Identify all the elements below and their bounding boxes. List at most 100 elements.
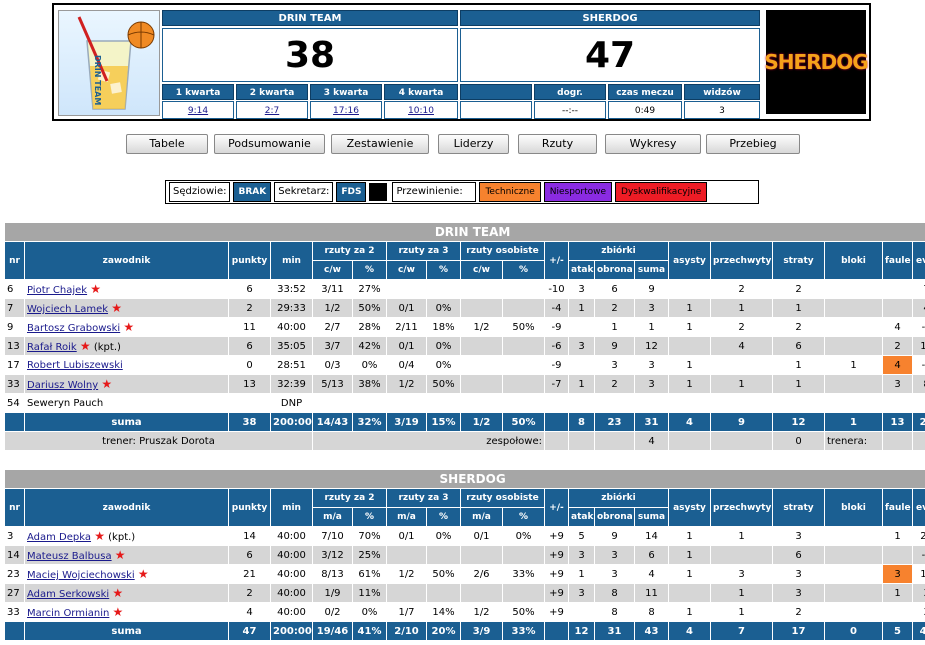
col-turnovers: straty <box>772 488 825 527</box>
stat-fg2-made: 0/2 <box>312 602 353 622</box>
quarter-3-link[interactable]: 17:16 <box>333 106 359 116</box>
nav-charts-button[interactable]: Wykresy <box>605 134 701 154</box>
player-link[interactable]: Adam Serkowski <box>27 589 110 600</box>
player-link[interactable]: Mateusz Balbusa <box>27 551 112 562</box>
col-steals: przechwyty <box>710 488 773 527</box>
player-name-cell[interactable]: Wojciech Lamek ★ <box>24 298 229 318</box>
stat-blocks: 1 <box>824 355 883 375</box>
stat-eval: -1 <box>911 545 925 565</box>
stat-eval: -2 <box>911 317 925 337</box>
col-rebounds: zbiórki <box>568 488 669 508</box>
stat-plus-minus: +9 <box>544 583 569 603</box>
overtime-value: --:-- <box>534 101 606 119</box>
total-reb-def: 31 <box>594 621 635 641</box>
col-fg3-pct: % <box>426 260 461 280</box>
stat-minutes: 40:00 <box>270 317 313 337</box>
quarter-1-link[interactable]: 9:14 <box>187 106 209 116</box>
stat-blocks <box>824 526 883 546</box>
total-assists: 4 <box>668 412 711 432</box>
total-steals: 7 <box>710 621 773 641</box>
stat-fg3-made: 1/2 <box>386 374 427 394</box>
unsportsmanlike-foul-legend: Niesportowe <box>543 182 613 202</box>
stat-ft-made <box>460 279 503 299</box>
player-name-cell[interactable]: Mateusz Balbusa ★ <box>24 545 229 565</box>
quarter-4-score[interactable]: 10:10 <box>384 101 458 119</box>
stat-plus-minus: -9 <box>544 317 569 337</box>
nav-progress-button[interactable]: Przebieg <box>706 134 800 154</box>
player-link[interactable]: Maciej Wojciechowski <box>27 570 135 581</box>
player-name-cell[interactable]: Marcin Ormianin ★ <box>24 602 229 622</box>
stat-points: 11 <box>228 317 271 337</box>
starter-star-icon: ★ <box>111 301 122 315</box>
stat-ft-made: 2/6 <box>460 564 503 584</box>
stat-eval: 3 <box>911 583 925 603</box>
player-name-cell[interactable]: Robert Lubiszewski <box>24 355 229 375</box>
stat-fg2-made: 5/13 <box>312 374 353 394</box>
stat-fg3-made: 1/7 <box>386 602 427 622</box>
stat-steals: 1 <box>710 526 773 546</box>
total-ft-made: 3/9 <box>460 621 503 641</box>
col-eval: eval <box>911 488 925 527</box>
col-ft: rzuty osobiste <box>460 488 545 508</box>
stat-turnovers: 3 <box>772 583 825 603</box>
player-link[interactable]: Marcin Ormianin <box>27 608 110 619</box>
stat-fg3-pct <box>426 583 461 603</box>
home-logo-text: DRIN TEAM <box>93 55 102 106</box>
col-points: punkty <box>228 488 271 527</box>
stat-plus-minus: +9 <box>544 545 569 565</box>
stat-reb-total: 14 <box>634 526 669 546</box>
col-reb-off: atak <box>568 507 595 527</box>
col-fg2-made: m/a <box>312 507 353 527</box>
quarter-4-link[interactable]: 10:10 <box>408 106 434 116</box>
total-assists: 4 <box>668 621 711 641</box>
player-name-cell[interactable]: Maciej Wojciechowski ★ <box>24 564 229 584</box>
quarter-2-score[interactable]: 2:7 <box>236 101 308 119</box>
quarter-3-score[interactable]: 17:16 <box>310 101 382 119</box>
nav-summary-button[interactable]: Podsumowanie <box>214 134 325 154</box>
nav-tables-button[interactable]: Tabele <box>126 134 208 154</box>
stat-fg2-made: 2/7 <box>312 317 353 337</box>
stat-fouls: 4 <box>882 355 913 375</box>
player-name-cell[interactable]: Rafał Roik ★ (kpt.) <box>24 336 229 356</box>
player-link[interactable]: Wojciech Lamek <box>27 304 109 315</box>
player-link[interactable]: Robert Lubiszewski <box>27 359 123 371</box>
quarter-1-score[interactable]: 9:14 <box>162 101 234 119</box>
player-name-cell[interactable]: Piotr Chajek ★ <box>24 279 229 299</box>
col-steals: przechwyty <box>710 241 773 280</box>
stat-reb-def: 2 <box>594 298 635 318</box>
stat-plus-minus: -4 <box>544 298 569 318</box>
player-number: 9 <box>4 317 25 337</box>
total-plus-minus <box>544 412 569 432</box>
stat-eval: 11 <box>911 336 925 356</box>
stat-steals <box>710 545 773 565</box>
player-name-cell[interactable]: Adam Depka ★ (kpt.) <box>24 526 229 546</box>
quarter-2-link[interactable]: 2:7 <box>264 106 280 116</box>
stat-minutes: 40:00 <box>270 564 313 584</box>
player-name-cell[interactable]: Adam Serkowski ★ <box>24 583 229 603</box>
totals-label: suma <box>24 621 229 641</box>
stat-fg3-pct: 50% <box>426 374 461 394</box>
stat-fouls <box>882 545 913 565</box>
home-stats-table: DRIN TEAM nr zawodnik punkty min rzuty za 2 rz… <box>3 222 925 451</box>
nav-shots-button[interactable]: Rzuty <box>518 134 597 154</box>
player-name-cell[interactable]: Bartosz Grabowski ★ <box>24 317 229 337</box>
nav-leaders-button[interactable]: Liderzy <box>438 134 509 154</box>
info-blank-value <box>460 101 532 119</box>
player-link[interactable]: Piotr Chajek <box>27 285 88 296</box>
player-link[interactable]: Rafał Roik <box>27 342 77 353</box>
stat-eval: 4 <box>911 298 925 318</box>
coach-row: trener: Pruszak Dorota zespołowe: 4 0 trener… <box>4 431 925 451</box>
starter-star-icon: ★ <box>137 567 149 581</box>
stat-blocks <box>824 602 883 622</box>
stat-minutes: 40:00 <box>270 583 313 603</box>
nav-lineup-button[interactable]: Zestawienie <box>331 134 429 154</box>
player-link[interactable]: Adam Depka <box>27 532 92 543</box>
player-name-cell[interactable]: Dariusz Wolny ★ <box>24 374 229 394</box>
stat-assists <box>668 279 711 299</box>
stat-ft-pct <box>502 355 545 375</box>
stat-turnovers: 1 <box>772 355 825 375</box>
stat-reb-off: 3 <box>568 336 595 356</box>
stat-blocks <box>824 564 883 584</box>
player-link[interactable]: Dariusz Wolny <box>27 380 99 391</box>
player-link[interactable]: Bartosz Grabowski <box>27 323 121 334</box>
